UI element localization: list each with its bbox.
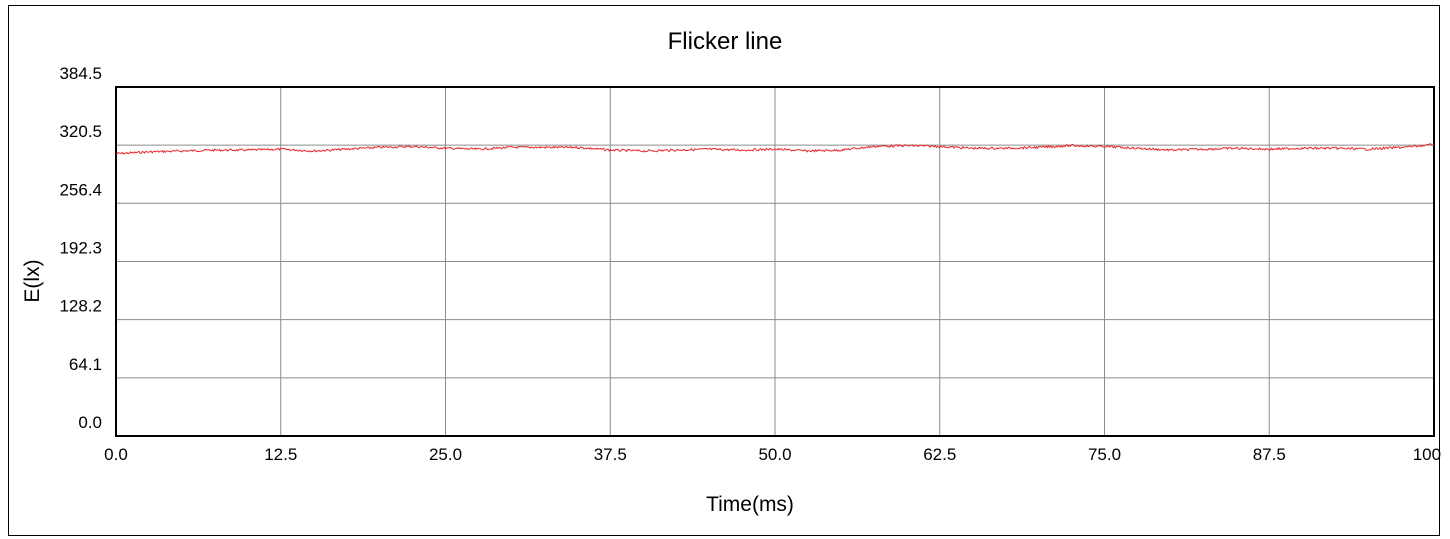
plot-area <box>115 86 1435 437</box>
y-tick-label: 320.5 <box>59 122 102 141</box>
y-tick-label: 64.1 <box>69 355 102 374</box>
y-axis-label: E(lx) <box>21 259 44 302</box>
x-tick-label: 25.0 <box>429 445 462 464</box>
grid-lines <box>116 87 1434 436</box>
y-tick-label: 0.0 <box>78 413 102 432</box>
series-line <box>115 143 1435 155</box>
x-tick-label: 62.5 <box>923 445 956 464</box>
x-tick-label: 12.5 <box>264 445 297 464</box>
x-tick-label: 87.5 <box>1253 445 1286 464</box>
y-tick-label: 256.4 <box>59 180 102 199</box>
x-axis-label: Time(ms) <box>706 493 794 516</box>
x-tick-label: 0.0 <box>104 445 128 464</box>
x-tick-label: 75.0 <box>1088 445 1121 464</box>
y-tick-label: 384.5 <box>59 64 102 83</box>
y-tick-label: 192.3 <box>59 238 102 257</box>
chart-title: Flicker line <box>668 28 783 55</box>
x-tick-label: 50.0 <box>758 445 791 464</box>
y-axis-ticks: 0.0 64.1 128.2 192.3 256.4 320.5 384.5 <box>59 64 102 432</box>
x-tick-label: 37.5 <box>594 445 627 464</box>
chart-frame: Flicker line 0.0 64.1 128.2 192.3 256.4 320.5… <box>8 5 1441 536</box>
x-tick-label: 100.0 <box>1413 445 1441 464</box>
x-axis-ticks: 0.0 12.5 25.0 37.5 50.0 62.5 75.0 87.5 100.0 <box>104 445 1441 464</box>
y-tick-label: 128.2 <box>59 297 102 316</box>
flicker-line-chart: Flicker line 0.0 64.1 128.2 192.3 256.4 320.5… <box>21 28 1441 516</box>
